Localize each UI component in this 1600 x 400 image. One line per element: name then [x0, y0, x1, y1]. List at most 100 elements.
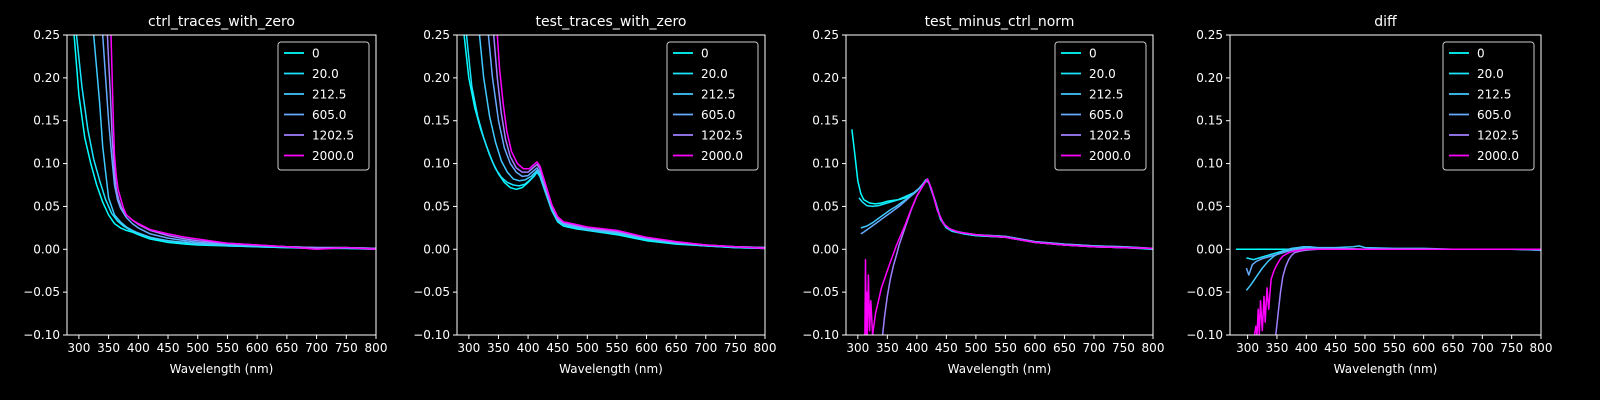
- y-tick-label: 0.15: [423, 114, 450, 128]
- x-tick-label: 350: [487, 341, 510, 355]
- legend-label: 20.0: [312, 67, 339, 81]
- series-group: [73, 35, 376, 251]
- x-tick-label: 700: [305, 341, 328, 355]
- y-tick-label: 0.10: [812, 157, 839, 171]
- y-tick-label: 0.20: [1196, 71, 1223, 85]
- x-tick-label: 800: [1530, 341, 1553, 355]
- legend-label: 0: [701, 47, 709, 61]
- legend-label: 605.0: [1089, 108, 1123, 122]
- x-tick-label: 500: [576, 341, 599, 355]
- x-tick-label: 750: [1112, 341, 1135, 355]
- y-tick-label: 0.20: [423, 71, 450, 85]
- series-line-2000.0: [1253, 248, 1541, 335]
- y-tick-label: −0.05: [23, 285, 60, 299]
- chart-panel-4: diff 300 350 400 450 500 550 600 650 700 750 800 −0.…: [1186, 14, 1552, 376]
- legend-label: 212.5: [1089, 88, 1123, 102]
- legend-label: 1202.5: [1477, 129, 1519, 143]
- x-tick-label: 450: [935, 341, 958, 355]
- legend-label: 212.5: [312, 88, 346, 102]
- series-group: [463, 35, 765, 250]
- x-tick-label: 750: [1500, 341, 1523, 355]
- legend: 0 20.0 212.5 605.0 1202.5 2000.0: [1442, 41, 1535, 171]
- y-tick-label: −0.10: [413, 328, 450, 342]
- axes-frame: [456, 34, 766, 336]
- x-tick-label: 750: [724, 341, 747, 355]
- x-tick-label: 550: [216, 341, 239, 355]
- series-line-2000.0: [864, 178, 1153, 335]
- x-tick-label: 600: [1023, 341, 1046, 355]
- x-tick-label: 500: [964, 341, 987, 355]
- x-tick-label: 500: [1354, 341, 1377, 355]
- chart-panel-1: ctrl_traces_with_zero 300 350 400 450 500 550 6…: [23, 14, 387, 376]
- series-line-2000.0: [110, 35, 376, 251]
- x-tick-label: 450: [546, 341, 569, 355]
- y-tick-label: 0.15: [812, 114, 839, 128]
- x-tick-label: 650: [1053, 341, 1076, 355]
- x-tick-label: 800: [365, 341, 388, 355]
- y-tick-label: 0.05: [423, 199, 450, 213]
- axes-frame: [1229, 34, 1542, 336]
- x-tick-label: 400: [1295, 341, 1318, 355]
- x-tick-label: 550: [1383, 341, 1406, 355]
- y-tick-label: 0.25: [423, 28, 450, 42]
- x-tick-label: 700: [694, 341, 717, 355]
- chart-panel-2: test_traces_with_zero 300 350 400 450 500 550 6…: [413, 14, 776, 376]
- y-tick-label: −0.10: [1186, 328, 1223, 342]
- legend-label: 20.0: [1477, 67, 1504, 81]
- legend-label: 0: [1477, 47, 1485, 61]
- y-tick-label: 0.05: [812, 199, 839, 213]
- y-tick-label: 0.25: [33, 28, 60, 42]
- legend-label: 2000.0: [1477, 149, 1519, 163]
- legend-label: 605.0: [1477, 108, 1511, 122]
- x-tick-label: 400: [905, 341, 928, 355]
- x-tick-label: 300: [1236, 341, 1259, 355]
- y-tick-label: 0.25: [812, 28, 839, 42]
- x-tick-label: 550: [605, 341, 628, 355]
- chart-title: test_traces_with_zero: [536, 14, 687, 30]
- y-tick-label: −0.10: [802, 328, 839, 342]
- y-tick-label: 0.00: [812, 242, 839, 256]
- x-tick-label: 700: [1083, 341, 1106, 355]
- y-tick-label: −0.05: [1186, 285, 1223, 299]
- x-tick-label: 600: [246, 341, 269, 355]
- x-axis-label: Wavelength (nm): [559, 362, 663, 376]
- legend: 0 20.0 212.5 605.0 1202.5 2000.0: [1054, 41, 1147, 171]
- series-line-2000.0: [496, 35, 765, 250]
- y-tick-label: 0.20: [33, 71, 60, 85]
- axes-frame: [66, 34, 377, 336]
- y-tick-label: 0.10: [1196, 157, 1223, 171]
- series-line-1202.5: [492, 35, 765, 249]
- x-tick-label: 650: [1442, 341, 1465, 355]
- chart-title: ctrl_traces_with_zero: [148, 14, 295, 30]
- x-tick-label: 450: [157, 341, 180, 355]
- x-tick-label: 600: [635, 341, 658, 355]
- legend-label: 20.0: [1089, 67, 1116, 81]
- y-tick-label: 0.20: [812, 71, 839, 85]
- x-axis-label: Wavelength (nm): [948, 362, 1052, 376]
- legend-label: 0: [312, 47, 320, 61]
- series-group: [851, 129, 1153, 335]
- x-axis-label: Wavelength (nm): [1334, 362, 1438, 376]
- y-tick-label: 0.00: [1196, 242, 1223, 256]
- legend-label: 1202.5: [312, 129, 354, 143]
- x-tick-label: 300: [67, 341, 90, 355]
- legend: 0 20.0 212.5 605.0 1202.5 2000.0: [666, 41, 759, 171]
- x-tick-label: 550: [994, 341, 1017, 355]
- legend-label: 2000.0: [312, 149, 354, 163]
- y-tick-label: 0.10: [33, 157, 60, 171]
- y-tick-label: −0.05: [413, 285, 450, 299]
- series-line-20.0: [465, 35, 765, 250]
- legend: 0 20.0 212.5 605.0 1202.5 2000.0: [277, 41, 370, 171]
- y-tick-label: 0.05: [33, 199, 60, 213]
- legend-label: 20.0: [701, 67, 728, 81]
- legend-label: 2000.0: [701, 149, 743, 163]
- x-tick-label: 750: [335, 341, 358, 355]
- chart-title: diff: [1374, 14, 1397, 30]
- x-tick-label: 650: [275, 341, 298, 355]
- legend-label: 1202.5: [1089, 129, 1131, 143]
- y-tick-label: −0.10: [23, 328, 60, 342]
- x-tick-label: 350: [1265, 341, 1288, 355]
- chart-panel-3: test_minus_ctrl_norm 300 350 400 450 500 550 60…: [802, 14, 1164, 376]
- y-tick-label: 0.25: [1196, 28, 1223, 42]
